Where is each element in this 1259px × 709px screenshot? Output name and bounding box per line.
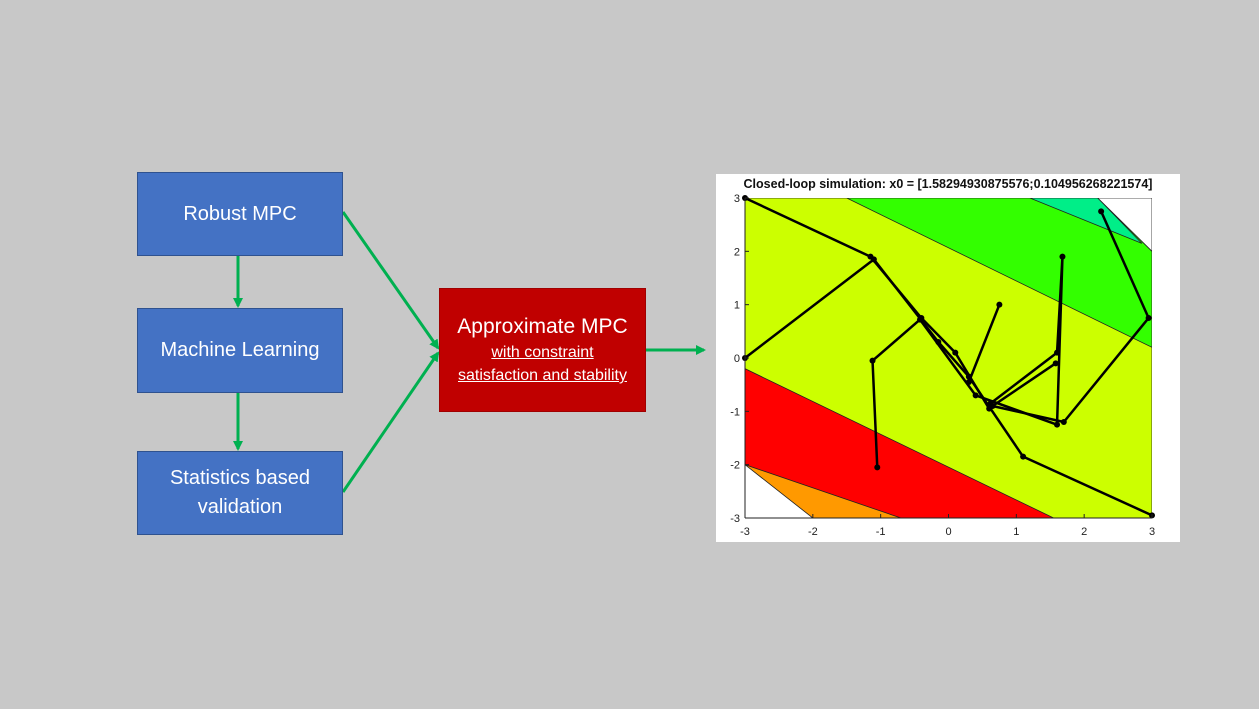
x-tick-label: 2: [1081, 526, 1087, 538]
trajectory-point-0-3: [952, 349, 959, 356]
closed-loop-plot: Closed-loop simulation: x0 = [1.58294930…: [716, 174, 1180, 542]
statistics-label-line1: Statistics based: [169, 467, 311, 489]
trajectory-point-3-5: [1059, 253, 1066, 260]
trajectory-point-4-4: [1052, 360, 1059, 367]
trajectory-point-4-3: [989, 403, 996, 409]
region-6: [1097, 198, 1152, 252]
approximate-mpc-sub-line2: satisfaction and stability: [458, 367, 627, 384]
trajectory-point-1-1: [870, 256, 877, 263]
trajectory-point-3-1: [869, 357, 876, 364]
y-tick-label: -2: [730, 460, 740, 472]
trajectory-point-3-2: [917, 316, 924, 323]
y-tick-label: -3: [730, 513, 740, 525]
y-tick-label: 3: [734, 193, 740, 205]
trajectory-line-3: [871, 255, 1064, 468]
trajectory-point-3-6: [1054, 349, 1061, 356]
machine-learning-label: Machine Learning: [160, 339, 320, 361]
arrow-robust-to-approx: [341, 211, 440, 350]
x-tick-label: 0: [945, 526, 951, 538]
trajectory-point-3-0: [874, 464, 881, 471]
plot-svg: -3 -2 -1 0 1 2 3 -3 -2 -1 0 1 2 3: [730, 193, 1155, 538]
trajectory-point-3-4: [1054, 421, 1061, 428]
arrow-stats-to-approx: [341, 351, 440, 493]
region-5: [745, 464, 814, 518]
statistics-label-line2: validation: [197, 496, 283, 518]
region-1: [846, 198, 1152, 348]
y-tick-label: 0: [734, 353, 740, 365]
x-tick-label: -1: [876, 526, 886, 538]
trajectory-point-4-0: [1098, 208, 1105, 215]
x-tick-label: 3: [1149, 526, 1155, 538]
x-tick-label: -2: [808, 526, 818, 538]
trajectory-point-2-0: [996, 301, 1003, 308]
machine-learning-box: Machine Learning: [137, 308, 343, 393]
trajectory-point-4-2: [1060, 419, 1067, 425]
robust-mpc-label: Robust MPC: [183, 202, 297, 225]
trajectory-point-4-1: [1145, 315, 1152, 321]
x-tick-label: -3: [740, 526, 750, 538]
trajectory-line-1: [744, 258, 1153, 517]
approximate-mpc-title: Approximate MPC: [457, 315, 628, 338]
region-2: [1029, 198, 1143, 244]
y-tick-label: 2: [734, 246, 740, 258]
trajectory-point-3-3: [972, 392, 979, 399]
trajectory-line-2: [967, 304, 1001, 383]
y-tick-label: 1: [734, 300, 740, 312]
y-tick-label: -1: [730, 406, 740, 418]
trajectory-point-1-4: [1020, 453, 1027, 460]
robust-mpc-box: Robust MPC: [137, 172, 343, 256]
approximate-mpc-sub-line1: with constraint: [491, 344, 594, 361]
approximate-mpc-box: Approximate MPC with constraint satisfac…: [439, 288, 646, 412]
statistics-validation-box: Statistics based validation: [137, 451, 343, 535]
x-tick-label: 1: [1013, 526, 1019, 538]
plot-title: Closed-loop simulation: x0 = [1.58294930…: [743, 177, 1153, 191]
region-3: [745, 368, 1054, 518]
